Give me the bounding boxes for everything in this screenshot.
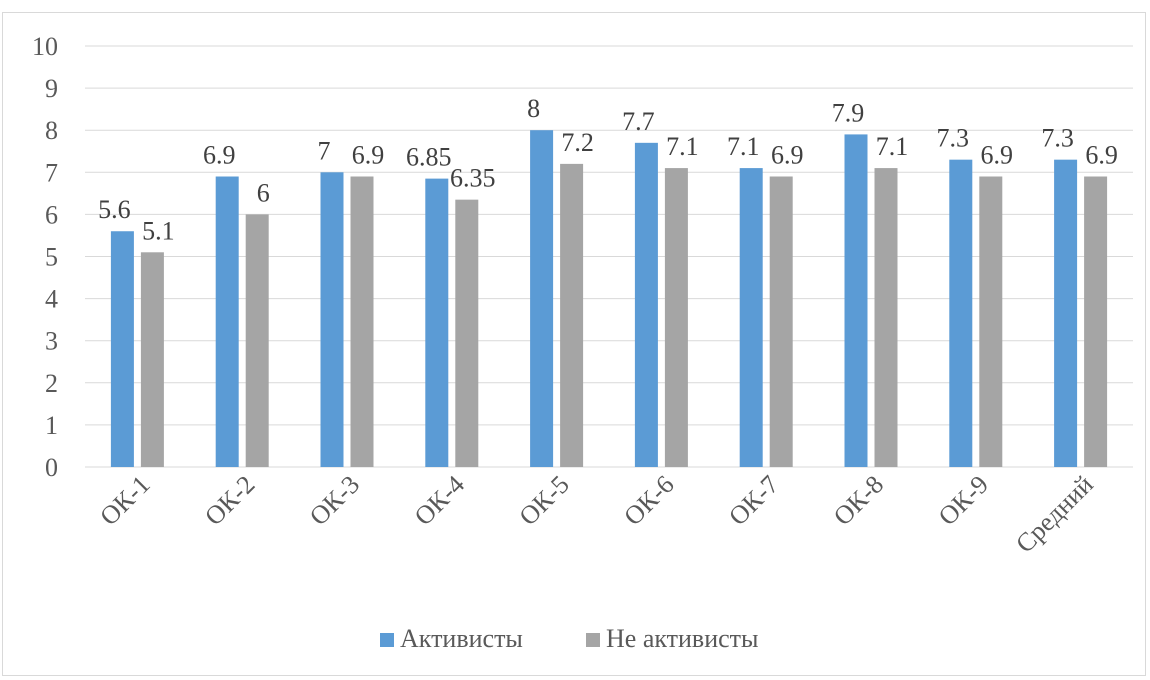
x-tick-label: ОК-4 bbox=[409, 470, 470, 531]
bar-non-activists bbox=[874, 168, 898, 467]
y-tick-label: 1 bbox=[45, 411, 58, 440]
bar-activists bbox=[1054, 159, 1078, 468]
data-label: 7 bbox=[318, 136, 331, 165]
bar-activists bbox=[739, 168, 763, 467]
data-label: 6.9 bbox=[203, 141, 236, 170]
bar-non-activists bbox=[140, 252, 164, 467]
gridlines bbox=[85, 45, 1133, 468]
x-tick-label: ОК-1 bbox=[94, 470, 155, 531]
x-tick-label: ОК-8 bbox=[828, 470, 889, 531]
bar-activists bbox=[215, 176, 239, 467]
data-label: 7.9 bbox=[832, 98, 865, 127]
x-tick-label: ОК-6 bbox=[618, 470, 679, 531]
data-labels: 5.6 5.1 6.9 6 7 6.9 6.856.35 8 7.2 7.7 7.1 7.1 6.9 7.… bbox=[98, 94, 1118, 245]
y-tick-label: 2 bbox=[45, 369, 58, 398]
y-axis: 0 1 2 3 4 5 6 7 8 9 10 bbox=[32, 32, 58, 482]
data-label: 6.35 bbox=[450, 164, 496, 193]
x-tick-label: ОК-5 bbox=[513, 470, 574, 531]
bar-non-activists bbox=[1084, 176, 1108, 467]
bar-non-activists bbox=[769, 176, 793, 467]
data-label: 6.85 bbox=[406, 143, 452, 172]
y-tick-label: 7 bbox=[45, 158, 58, 187]
legend-swatch bbox=[380, 633, 394, 647]
bar-non-activists bbox=[560, 163, 584, 467]
bar-activists bbox=[844, 134, 868, 467]
y-tick-label: 9 bbox=[45, 74, 58, 103]
data-label: 7.1 bbox=[727, 132, 760, 161]
data-label: 6.9 bbox=[352, 141, 385, 170]
legend-label: Активисты bbox=[400, 624, 523, 653]
data-label: 8 bbox=[527, 94, 540, 123]
data-label: 6 bbox=[257, 178, 270, 207]
y-tick-label: 8 bbox=[45, 116, 58, 145]
x-axis: ОК-1 ОК-2 ОК-3 ОК-4 ОК-5 ОК-6 ОК-7 ОК-8 ОК-9 Сред… bbox=[94, 470, 1099, 559]
data-label: 7.7 bbox=[622, 107, 655, 136]
bar-non-activists bbox=[664, 168, 688, 467]
data-label: 6.9 bbox=[1085, 141, 1118, 170]
legend-swatch bbox=[586, 633, 600, 647]
x-tick-label: Средний bbox=[1010, 470, 1099, 559]
bar-activists bbox=[110, 231, 134, 467]
bar-activists bbox=[320, 172, 344, 468]
data-label: 7.2 bbox=[561, 128, 594, 157]
bar-activists bbox=[949, 159, 973, 468]
legend: Активисты Не активисты bbox=[380, 624, 758, 653]
x-tick-label: ОК-2 bbox=[199, 470, 260, 531]
legend-label: Не активисты bbox=[606, 624, 758, 653]
y-tick-label: 0 bbox=[45, 453, 58, 482]
bars bbox=[110, 130, 1108, 468]
bar-non-activists bbox=[979, 176, 1003, 467]
bar-non-activists bbox=[245, 214, 269, 467]
data-label: 7.3 bbox=[937, 124, 970, 153]
bar-non-activists bbox=[455, 199, 479, 468]
y-tick-label: 4 bbox=[45, 285, 58, 314]
data-label: 7.3 bbox=[1041, 124, 1074, 153]
x-tick-label: ОК-9 bbox=[933, 470, 994, 531]
y-tick-label: 6 bbox=[45, 200, 58, 229]
x-tick-label: ОК-3 bbox=[304, 470, 365, 531]
data-label: 5.1 bbox=[142, 216, 175, 245]
data-label: 7.1 bbox=[666, 132, 699, 161]
y-tick-label: 3 bbox=[45, 327, 58, 356]
x-tick-label: ОК-7 bbox=[723, 470, 784, 531]
bar-non-activists bbox=[350, 176, 374, 467]
y-tick-label: 10 bbox=[32, 32, 58, 61]
y-tick-label: 5 bbox=[45, 243, 58, 272]
data-label: 6.9 bbox=[771, 141, 804, 170]
data-label: 7.1 bbox=[876, 132, 909, 161]
data-label: 6.9 bbox=[981, 141, 1014, 170]
bar-activists bbox=[634, 142, 658, 467]
data-label: 5.6 bbox=[98, 195, 131, 224]
bar-activists bbox=[530, 130, 554, 467]
bar-activists bbox=[425, 178, 449, 468]
